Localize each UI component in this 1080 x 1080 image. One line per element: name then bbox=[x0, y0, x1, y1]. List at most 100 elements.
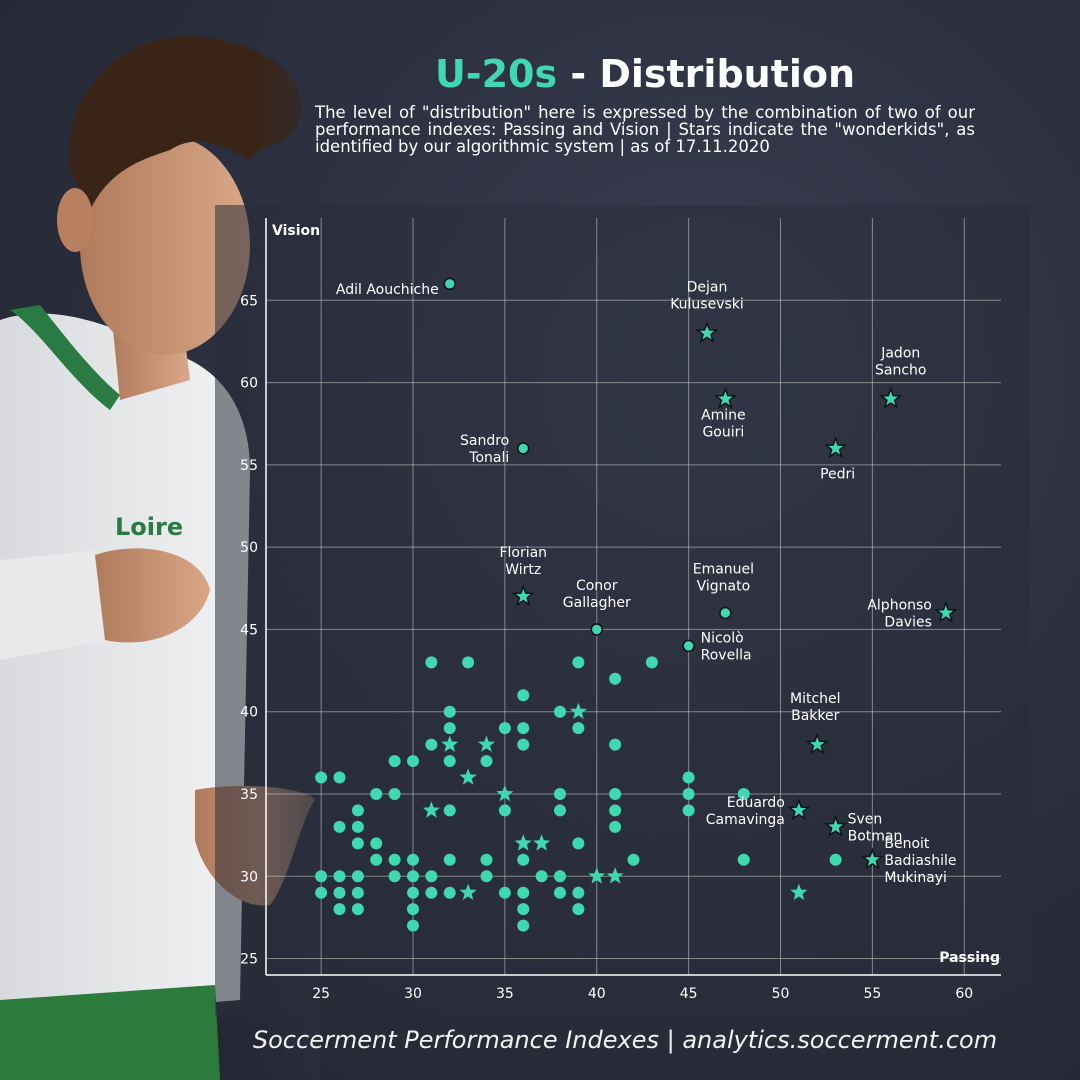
player-point-circle bbox=[443, 722, 456, 735]
x-axis-label: Passing bbox=[939, 950, 1000, 966]
player-name-label: Pedri bbox=[820, 466, 855, 482]
player-point-circle bbox=[351, 886, 364, 899]
player-point-circle bbox=[480, 853, 493, 866]
player-point-circle bbox=[609, 804, 622, 817]
x-tick-label: 55 bbox=[863, 986, 881, 1002]
labeled-point-star bbox=[823, 436, 848, 459]
player-point-star bbox=[459, 768, 477, 785]
player-point-star bbox=[588, 867, 606, 884]
player-name-label: Conor bbox=[576, 578, 618, 594]
player-point-circle bbox=[388, 755, 401, 768]
chart-axes bbox=[265, 218, 1001, 976]
player-point-circle bbox=[333, 771, 346, 784]
player-point-circle bbox=[407, 903, 419, 916]
player-point-circle bbox=[333, 886, 346, 899]
player-point-star bbox=[514, 834, 532, 851]
player-point-circle bbox=[517, 886, 530, 899]
player-point-circle bbox=[443, 886, 456, 899]
x-tick-label: 45 bbox=[680, 986, 698, 1002]
player-name-label: Camavinga bbox=[706, 812, 785, 828]
player-point-star bbox=[477, 735, 496, 752]
chart-subtitle: The level of "distribution" here is expr… bbox=[315, 103, 975, 156]
player-point-circle bbox=[425, 738, 438, 751]
player-point-circle bbox=[517, 919, 530, 932]
title-accent: U-20s bbox=[434, 52, 558, 96]
player-point-star bbox=[496, 785, 514, 802]
player-point-star bbox=[459, 883, 477, 900]
player-point-circle bbox=[407, 870, 419, 883]
player-name-label: Gouiri bbox=[702, 425, 744, 441]
player-point-circle bbox=[333, 820, 346, 833]
player-point-circle bbox=[315, 771, 328, 784]
player-point-circle bbox=[572, 837, 585, 850]
player-point-circle bbox=[315, 886, 328, 899]
player-point-circle bbox=[498, 804, 511, 817]
player-point-circle bbox=[388, 853, 401, 866]
labeled-point-star bbox=[934, 600, 958, 623]
player-point-circle bbox=[682, 787, 695, 800]
player-name-label: Alphonso bbox=[867, 597, 932, 613]
player-point-circle bbox=[737, 853, 750, 866]
player-name-label: Jadon bbox=[880, 346, 920, 362]
player-name-label: Emanuel bbox=[693, 561, 754, 577]
player-point-circle bbox=[315, 870, 328, 883]
x-tick-label: 50 bbox=[772, 986, 790, 1002]
y-tick-label: 25 bbox=[240, 952, 258, 968]
y-tick-label: 65 bbox=[240, 293, 258, 309]
player-name-label: Dejan bbox=[687, 280, 728, 296]
player-name-label: Rovella bbox=[701, 647, 752, 663]
player-point-circle bbox=[517, 738, 530, 751]
player-point-circle bbox=[572, 722, 585, 735]
y-tick-label: 40 bbox=[240, 705, 258, 721]
player-point-circle bbox=[554, 886, 566, 899]
player-name-label: Tonali bbox=[468, 450, 509, 466]
player-point-circle bbox=[554, 870, 566, 883]
player-name-label: Sandro bbox=[460, 433, 509, 449]
labeled-point-star bbox=[511, 584, 535, 607]
player-point-circle bbox=[388, 787, 401, 800]
y-tick-label: 35 bbox=[240, 787, 258, 803]
labeled-point-star bbox=[787, 798, 811, 821]
tick-labels: 25 30 35 40 45 50 55 60 25 30 35 40 45 50 55 60 65 bbox=[240, 293, 973, 1002]
player-point-circle bbox=[554, 804, 566, 817]
player-point-circle bbox=[443, 705, 456, 718]
player-point-circle bbox=[517, 722, 530, 735]
labeled-point-circle bbox=[443, 277, 457, 291]
player-point-circle bbox=[480, 870, 493, 883]
player-name-label: Sven bbox=[848, 811, 883, 827]
player-name-label: Botman bbox=[848, 828, 903, 844]
player-point-circle bbox=[517, 903, 530, 916]
labeled-point-circle bbox=[719, 606, 732, 620]
player-point-circle bbox=[407, 919, 419, 932]
player-name-label: Nicolò bbox=[701, 630, 744, 646]
y-tick-label: 45 bbox=[240, 622, 258, 638]
labeled-point-star bbox=[695, 320, 719, 344]
player-point-circle bbox=[407, 886, 419, 899]
player-name-label: Vignato bbox=[697, 578, 751, 594]
labeled-point-star bbox=[860, 847, 885, 870]
title-rest: - Distribution bbox=[557, 52, 856, 96]
player-name-label: Mukinayi bbox=[884, 870, 947, 886]
player-point-circle bbox=[351, 870, 364, 883]
player-point-circle bbox=[425, 656, 438, 669]
x-tick-label: 60 bbox=[955, 986, 973, 1002]
player-name-label: Gallagher bbox=[563, 595, 631, 611]
player-point-star bbox=[569, 702, 587, 719]
player-point-circle bbox=[554, 705, 566, 718]
player-point-circle bbox=[407, 853, 419, 866]
player-point-circle bbox=[572, 656, 585, 669]
player-name-label: Adil Aouchiche bbox=[336, 282, 439, 298]
player-point-circle bbox=[370, 787, 383, 800]
player-point-star bbox=[533, 834, 551, 851]
x-tick-label: 30 bbox=[404, 986, 422, 1002]
player-point-circle bbox=[462, 656, 475, 669]
player-point-circle bbox=[737, 787, 750, 800]
player-name-label: Bakker bbox=[791, 708, 840, 724]
player-name-label: Wirtz bbox=[505, 562, 541, 578]
x-tick-label: 40 bbox=[588, 986, 606, 1002]
player-point-circle bbox=[370, 837, 383, 850]
player-point-circle bbox=[609, 820, 622, 833]
labeled-point-star bbox=[879, 386, 903, 409]
